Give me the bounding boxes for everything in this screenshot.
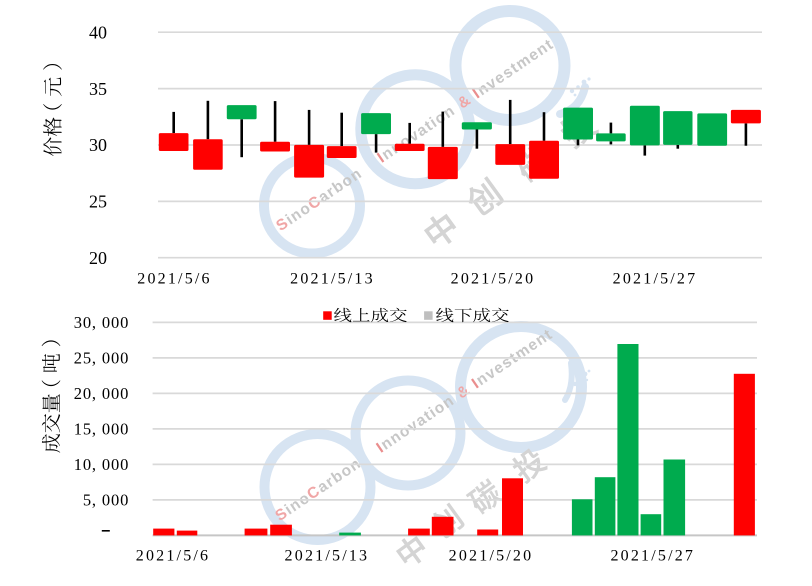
- svg-text:35: 35: [89, 79, 107, 99]
- svg-text:25, 000: 25, 000: [74, 349, 129, 368]
- svg-text:5, 000: 5, 000: [83, 491, 129, 510]
- svg-text:20: 20: [89, 248, 107, 268]
- svg-text:2021/5/13: 2021/5/13: [285, 548, 370, 565]
- svg-text:2021/5/27: 2021/5/27: [610, 548, 695, 565]
- svg-text:2021/5/20: 2021/5/20: [449, 548, 534, 565]
- svg-text:2021/5/20: 2021/5/20: [451, 270, 536, 287]
- svg-text:25: 25: [89, 192, 107, 212]
- svg-text:2021/5/13: 2021/5/13: [290, 270, 375, 287]
- svg-text:10, 000: 10, 000: [74, 455, 129, 474]
- svg-text:2021/5/6: 2021/5/6: [137, 270, 212, 287]
- svg-text:30, 000: 30, 000: [74, 313, 129, 332]
- svg-text:40: 40: [89, 22, 107, 42]
- svg-text:20, 000: 20, 000: [74, 384, 129, 403]
- svg-text:2021/5/6: 2021/5/6: [136, 548, 211, 565]
- svg-text:15, 000: 15, 000: [74, 420, 129, 439]
- svg-text:30: 30: [89, 135, 107, 155]
- svg-text:2021/5/27: 2021/5/27: [613, 270, 698, 287]
